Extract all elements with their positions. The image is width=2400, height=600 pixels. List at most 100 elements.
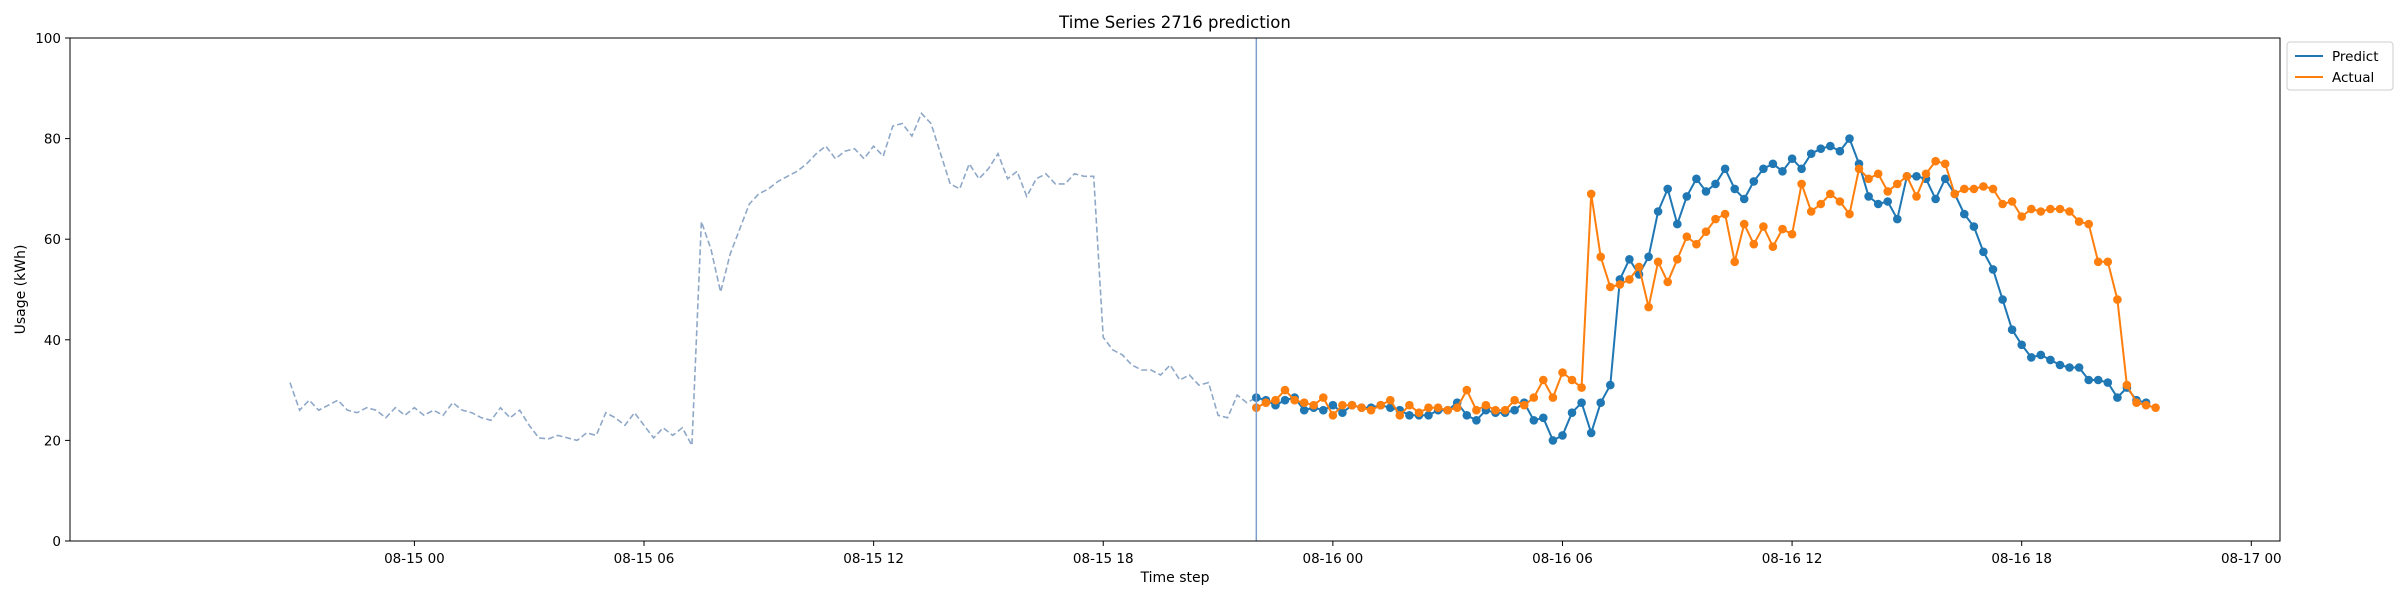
- data-point-actual: [1883, 187, 1892, 196]
- series-line-actual: [1255, 160, 2156, 417]
- data-point-actual: [2065, 207, 2074, 216]
- data-point-predict: [1969, 222, 1979, 231]
- data-point-predict: [2084, 375, 2093, 385]
- data-point-actual: [1768, 242, 1778, 251]
- data-point-actual: [1778, 224, 1787, 234]
- data-point-actual: [1969, 184, 1979, 194]
- data-point-predict: [1883, 197, 1892, 206]
- data-point-actual: [1759, 222, 1768, 231]
- x-tick-label: 08-16 06: [1532, 551, 1593, 567]
- data-point-actual: [1864, 174, 1873, 184]
- data-point-predict: [2074, 363, 2084, 372]
- data-point-predict: [1759, 164, 1768, 174]
- data-point-predict: [2093, 375, 2103, 385]
- series-line-history: [289, 111, 1257, 449]
- data-point-actual: [2113, 295, 2122, 304]
- data-point-actual: [1586, 189, 1596, 199]
- data-point-actual: [1806, 207, 1816, 216]
- chart-title: Time Series 2716 prediction: [1058, 13, 1291, 32]
- data-point-actual: [1319, 393, 1328, 402]
- data-point-predict: [1864, 192, 1873, 201]
- x-axis-title: Time step: [1140, 570, 1210, 586]
- data-point-predict: [1768, 159, 1778, 169]
- data-point-predict: [1701, 187, 1711, 196]
- data-point-actual: [1405, 400, 1414, 410]
- data-point-actual: [1711, 214, 1720, 224]
- legend-item-actual: Actual: [2295, 70, 2374, 86]
- data-point-actual: [1682, 232, 1692, 241]
- data-point-actual: [1309, 400, 1318, 410]
- data-point-predict: [2055, 360, 2065, 370]
- data-point-actual: [2151, 403, 2160, 413]
- x-tick-label: 08-15 00: [384, 551, 445, 567]
- data-point-predict: [1386, 403, 1395, 413]
- data-point-predict: [2036, 350, 2046, 360]
- plot-frame: [69, 37, 2281, 542]
- x-axis: 08-15 00 08-15 06 08-15 12 08-15 18 08-16 00…: [384, 541, 2282, 567]
- data-point-actual: [1663, 277, 1672, 287]
- data-point-predict: [1873, 199, 1883, 209]
- data-point-actual: [1529, 393, 1539, 402]
- data-point-actual: [2036, 207, 2046, 216]
- data-point-actual: [1893, 179, 1902, 189]
- data-point-predict: [1998, 295, 2007, 304]
- data-point-predict: [1787, 154, 1797, 163]
- data-point-actual: [2046, 204, 2055, 214]
- y-axis-title: Usage (kWh): [13, 245, 29, 335]
- data-point-actual: [1921, 169, 1931, 179]
- data-point-predict: [1319, 405, 1328, 415]
- data-point-actual: [1280, 385, 1290, 395]
- data-point-actual: [1386, 395, 1395, 405]
- data-point-actual: [1299, 398, 1309, 408]
- data-point-actual: [1988, 184, 1998, 194]
- data-point-actual: [1519, 400, 1529, 410]
- data-point-predict: [2103, 378, 2113, 387]
- data-point-actual: [1739, 219, 1749, 229]
- y-tick-label: 80: [44, 132, 61, 148]
- data-point-actual: [1577, 383, 1586, 392]
- data-point-actual: [1452, 403, 1462, 413]
- data-point-predict: [1826, 141, 1835, 151]
- data-point-predict: [1988, 265, 1998, 274]
- data-point-actual: [2007, 197, 2017, 206]
- x-tick-label: 08-16 00: [1303, 551, 1364, 567]
- data-point-predict: [1806, 149, 1816, 158]
- legend-item-predict: Predict: [2295, 49, 2379, 65]
- series-history: [289, 111, 1257, 449]
- data-point-predict: [1912, 172, 1921, 181]
- data-point-predict: [1280, 395, 1290, 405]
- data-point-predict: [1405, 411, 1414, 420]
- data-point-predict: [1816, 144, 1826, 153]
- data-point-actual: [2074, 217, 2084, 226]
- data-point-actual: [1826, 189, 1835, 199]
- data-point-actual: [1998, 199, 2007, 209]
- data-point-predict: [1749, 177, 1759, 186]
- legend: Predict Actual: [2286, 41, 2394, 91]
- legend-label-predict: Predict: [2332, 49, 2379, 65]
- data-point-predict: [1462, 411, 1472, 420]
- data-point-predict: [2027, 353, 2036, 362]
- data-point-actual: [1606, 282, 1615, 292]
- data-point-actual: [1902, 172, 1912, 181]
- data-point-actual: [1539, 375, 1548, 385]
- data-point-predict: [1960, 209, 1969, 219]
- data-point-actual: [1510, 395, 1519, 405]
- data-point-actual: [2141, 400, 2151, 410]
- data-point-actual: [1481, 400, 1491, 410]
- data-point-actual: [1931, 156, 1940, 166]
- data-point-predict: [1682, 192, 1692, 201]
- data-point-predict: [1472, 416, 1481, 425]
- series-actual: [1252, 156, 2160, 420]
- y-axis: 0 20 40 60 80 100: [35, 31, 70, 550]
- data-point-predict: [1673, 219, 1682, 229]
- data-point-actual: [1845, 209, 1854, 219]
- data-point-actual: [1596, 252, 1605, 262]
- x-tick-label: 08-15 18: [1073, 551, 1134, 567]
- data-point-actual: [1472, 405, 1481, 415]
- data-point-predict: [1586, 428, 1596, 438]
- data-point-actual: [1261, 398, 1271, 408]
- data-point-actual: [1912, 192, 1921, 201]
- data-point-actual: [1787, 229, 1797, 239]
- data-point-predict: [2065, 363, 2074, 372]
